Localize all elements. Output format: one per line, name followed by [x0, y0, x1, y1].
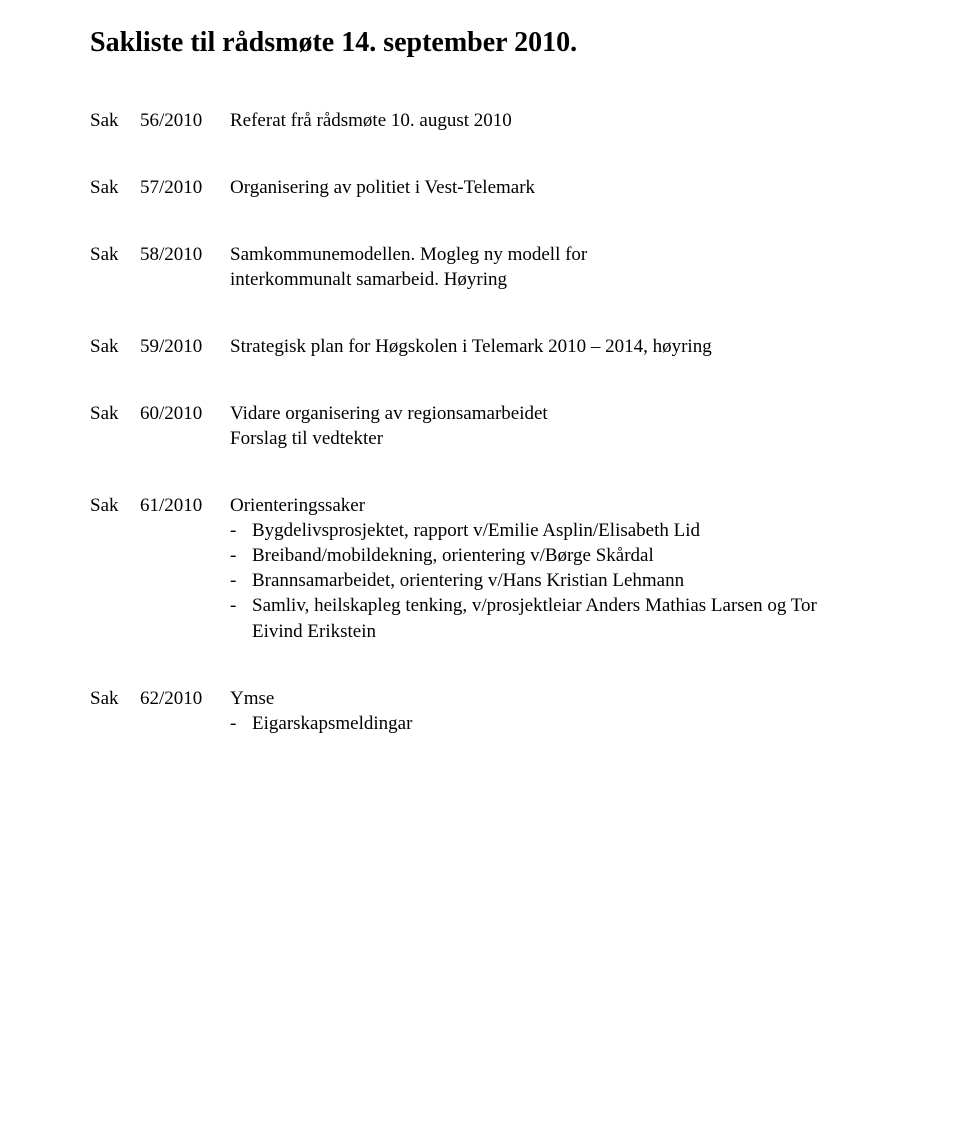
sak-label: Sak — [90, 108, 140, 133]
sak-line: interkommunalt samarbeid. Høyring — [230, 267, 870, 292]
sak-number: 62/2010 — [140, 686, 230, 711]
sak-label: Sak — [90, 401, 140, 426]
list-item-text: Eigarskapsmeldingar — [252, 711, 870, 736]
sak-number: 61/2010 — [140, 493, 230, 518]
sak-entry: Sak 58/2010 Samkommunemodellen. Mogleg n… — [90, 242, 870, 292]
page: Sakliste til rådsmøte 14. september 2010… — [0, 0, 960, 818]
list-item: - Bygdelivsprosjektet, rapport v/Emilie … — [230, 518, 870, 543]
sak-line: Forslag til vedtekter — [230, 426, 870, 451]
sak-entry: Sak 56/2010 Referat frå rådsmøte 10. aug… — [90, 108, 870, 133]
page-title: Sakliste til rådsmøte 14. september 2010… — [90, 26, 870, 60]
list-item: - Samliv, heilskapleg tenking, v/prosjek… — [230, 593, 870, 643]
sak-label: Sak — [90, 334, 140, 359]
sak-number: 57/2010 — [140, 175, 230, 200]
list-item-text: Brannsamarbeidet, orientering v/Hans Kri… — [252, 568, 870, 593]
bullet-list: - Bygdelivsprosjektet, rapport v/Emilie … — [230, 518, 870, 643]
sak-body: Vidare organisering av regionsamarbeidet… — [230, 401, 870, 451]
sak-entry: Sak 61/2010 Orienteringssaker - Bygdeliv… — [90, 493, 870, 643]
sak-label: Sak — [90, 686, 140, 711]
list-item: - Breiband/mobildekning, orientering v/B… — [230, 543, 870, 568]
sak-line: Strategisk plan for Høgskolen i Telemark… — [230, 334, 870, 359]
sak-body: Strategisk plan for Høgskolen i Telemark… — [230, 334, 870, 359]
sak-body: Samkommunemodellen. Mogleg ny modell for… — [230, 242, 870, 292]
sak-line: Orienteringssaker — [230, 493, 870, 518]
list-item-text: Bygdelivsprosjektet, rapport v/Emilie As… — [252, 518, 870, 543]
dash-icon: - — [230, 593, 252, 618]
sak-body: Orienteringssaker - Bygdelivsprosjektet,… — [230, 493, 870, 643]
sak-entry: Sak 60/2010 Vidare organisering av regio… — [90, 401, 870, 451]
sak-label: Sak — [90, 242, 140, 267]
sak-body: Ymse - Eigarskapsmeldingar — [230, 686, 870, 736]
list-item: - Eigarskapsmeldingar — [230, 711, 870, 736]
sak-entry: Sak 57/2010 Organisering av politiet i V… — [90, 175, 870, 200]
sak-line: Organisering av politiet i Vest-Telemark — [230, 175, 870, 200]
sak-label: Sak — [90, 493, 140, 518]
dash-icon: - — [230, 568, 252, 593]
sak-entry: Sak 62/2010 Ymse - Eigarskapsmeldingar — [90, 686, 870, 736]
sak-entry: Sak 59/2010 Strategisk plan for Høgskole… — [90, 334, 870, 359]
sak-number: 59/2010 — [140, 334, 230, 359]
sak-line: Samkommunemodellen. Mogleg ny modell for — [230, 242, 870, 267]
sak-label: Sak — [90, 175, 140, 200]
sak-number: 60/2010 — [140, 401, 230, 426]
sak-number: 56/2010 — [140, 108, 230, 133]
sak-body: Referat frå rådsmøte 10. august 2010 — [230, 108, 870, 133]
list-item-text: Breiband/mobildekning, orientering v/Bør… — [252, 543, 870, 568]
bullet-list: - Eigarskapsmeldingar — [230, 711, 870, 736]
sak-line: Ymse — [230, 686, 870, 711]
dash-icon: - — [230, 518, 252, 543]
list-item: - Brannsamarbeidet, orientering v/Hans K… — [230, 568, 870, 593]
sak-line: Referat frå rådsmøte 10. august 2010 — [230, 108, 870, 133]
dash-icon: - — [230, 543, 252, 568]
list-item-text: Samliv, heilskapleg tenking, v/prosjektl… — [252, 593, 870, 643]
sak-line: Vidare organisering av regionsamarbeidet — [230, 401, 870, 426]
dash-icon: - — [230, 711, 252, 736]
sak-body: Organisering av politiet i Vest-Telemark — [230, 175, 870, 200]
sak-number: 58/2010 — [140, 242, 230, 267]
